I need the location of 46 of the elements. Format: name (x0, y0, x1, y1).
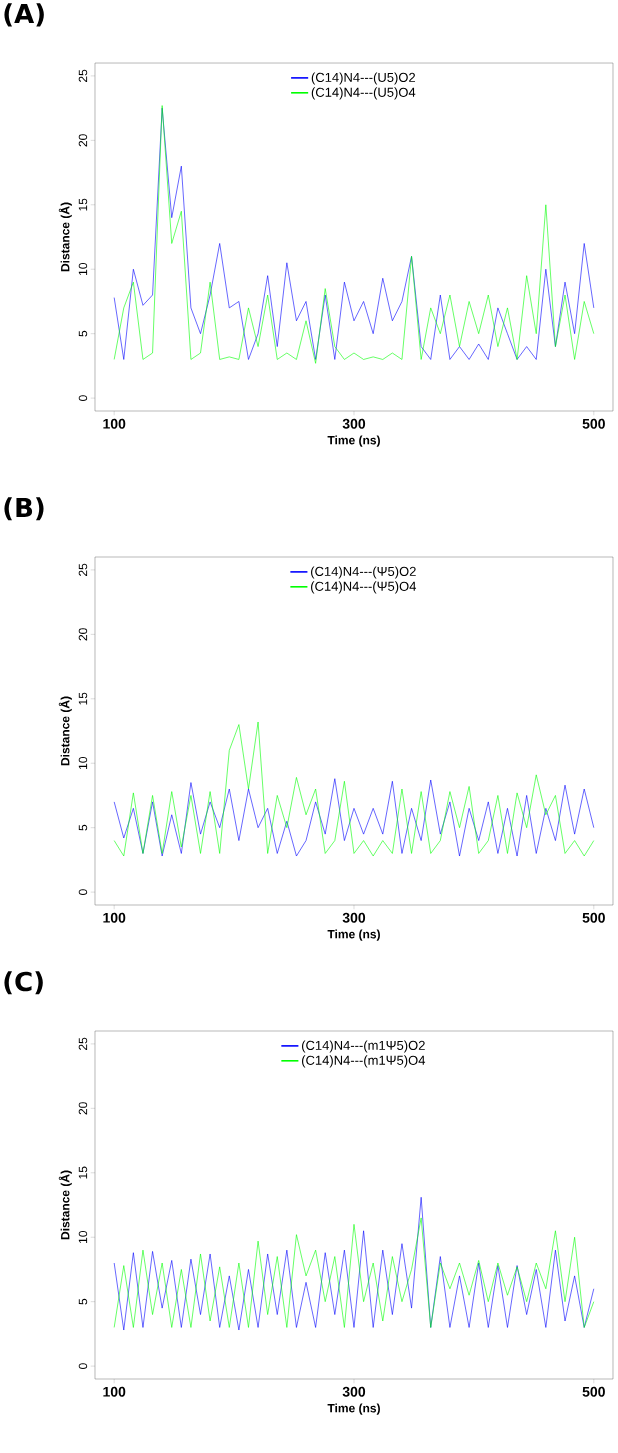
y-tick-label: 0 (78, 1363, 88, 1369)
x-tick-label: 500 (582, 912, 605, 923)
x-tick-label: 300 (342, 1386, 366, 1397)
y-tick-label: 15 (78, 692, 88, 705)
x-axis-title: Time (ns) (327, 435, 380, 447)
line-series (113, 778, 595, 857)
y-tick-label: 15 (78, 198, 88, 211)
x-tick-label: 500 (582, 418, 605, 429)
y-tick-label: 20 (78, 1102, 88, 1115)
x-axis-title: Time (ns) (327, 1403, 380, 1415)
y-tick-label: 5 (78, 824, 88, 831)
y-tick-label: 0 (78, 889, 88, 895)
legend-label: (C14)N4---(Ψ5)O2 (311, 566, 416, 579)
y-tick-label: 10 (78, 263, 88, 275)
y-tick-label: 0 (78, 395, 88, 401)
y-axis-title: Distance (Å) (58, 696, 72, 766)
y-tick-label: 15 (78, 1166, 88, 1179)
line-series (113, 721, 595, 857)
chart-title: (A) (4, 3, 44, 27)
x-tick-label: 100 (103, 912, 126, 923)
y-axis-title: Distance (Å) (58, 202, 72, 272)
y-tick-label: 25 (78, 563, 88, 576)
y-tick-label: 20 (78, 628, 88, 641)
y-tick-label: 10 (78, 757, 88, 769)
y-tick-label: 25 (78, 69, 88, 82)
x-tick-label: 100 (103, 1386, 126, 1397)
y-tick-label: 10 (78, 1231, 88, 1243)
y-tick-label: 5 (78, 330, 88, 337)
legend-label: (C14)N4---(U5)O4 (311, 87, 416, 100)
y-tick-label: 25 (78, 1037, 88, 1050)
line-series (113, 1196, 595, 1331)
x-tick-label: 300 (342, 418, 366, 429)
legend-label: (C14)N4---(m1Ψ5)O2 (302, 1040, 425, 1053)
legend-label: (C14)N4---(Ψ5)O4 (311, 581, 417, 594)
legend-label: (C14)N4---(U5)O2 (311, 72, 416, 85)
line-series (113, 1217, 595, 1328)
legend-label: (C14)N4---(m1Ψ5)O4 (302, 1055, 426, 1068)
x-axis-title: Time (ns) (327, 929, 380, 941)
x-tick-label: 100 (103, 418, 126, 429)
chart-title: (C) (4, 971, 43, 995)
y-tick-label: 5 (78, 1298, 88, 1305)
y-axis-title: Distance (Å) (58, 1170, 72, 1240)
y-tick-label: 20 (78, 134, 88, 147)
x-tick-label: 300 (342, 912, 366, 923)
x-tick-label: 500 (582, 1386, 605, 1397)
chart-title: (B) (4, 497, 44, 521)
